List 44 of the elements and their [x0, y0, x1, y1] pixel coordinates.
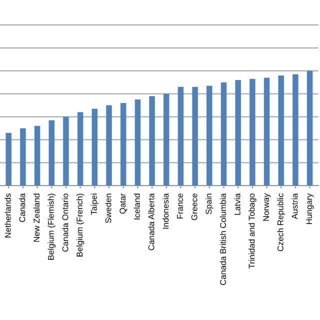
- bar: [63, 116, 69, 186]
- bar: [220, 82, 227, 186]
- x-tick-label: Qatar: [120, 193, 128, 214]
- bar: [20, 128, 26, 186]
- x-tick-label: Greece: [191, 194, 198, 220]
- x-tick-label: France: [177, 194, 183, 218]
- x-tick-label: Czech Republic: [277, 193, 285, 252]
- bar: [48, 120, 54, 186]
- x-tick-label: Belgium (Flemish): [48, 194, 56, 260]
- bar: [120, 102, 126, 186]
- bar: [292, 74, 298, 186]
- bar: [149, 96, 155, 186]
- bar: [164, 94, 170, 186]
- bar: [92, 108, 98, 186]
- x-tick-label: Spain: [206, 194, 214, 214]
- x-tick-label: Hungary: [306, 193, 314, 224]
- bar: [206, 86, 212, 186]
- x-tick-label: Austria: [292, 193, 298, 220]
- x-tick-label: Canada: [19, 193, 26, 222]
- x-tick-label: Trinidad and Tobago: [248, 194, 256, 269]
- bar: [34, 126, 40, 186]
- bar: [106, 105, 112, 186]
- bar: [6, 132, 12, 186]
- bar: [235, 80, 241, 186]
- bar: [306, 70, 313, 186]
- x-tick-label: Indonesia: [162, 193, 169, 229]
- x-tick-label: Taipei: [90, 194, 99, 215]
- x-tick-label: Netherlands: [4, 194, 11, 238]
- x-tick-label: Belgium (French): [76, 194, 84, 256]
- x-tick-label: Norway: [263, 193, 271, 221]
- bar: [278, 75, 284, 186]
- x-tick-label: Canada British Columbia: [220, 193, 226, 285]
- bar: [264, 78, 270, 186]
- x-tick-label: Canada Alberta: [148, 193, 154, 250]
- x-tick-label: Latvia: [234, 193, 240, 215]
- x-tick-label: New Zealand: [33, 194, 40, 242]
- bar: [250, 78, 256, 186]
- x-tick-label: Sweden: [105, 194, 112, 223]
- bar: [77, 112, 84, 186]
- x-tick-label: Canada Ontario: [62, 194, 68, 252]
- bar: [178, 86, 184, 186]
- bar: [192, 86, 198, 186]
- x-tick-label: Iceland: [134, 194, 140, 220]
- bar: [134, 100, 141, 186]
